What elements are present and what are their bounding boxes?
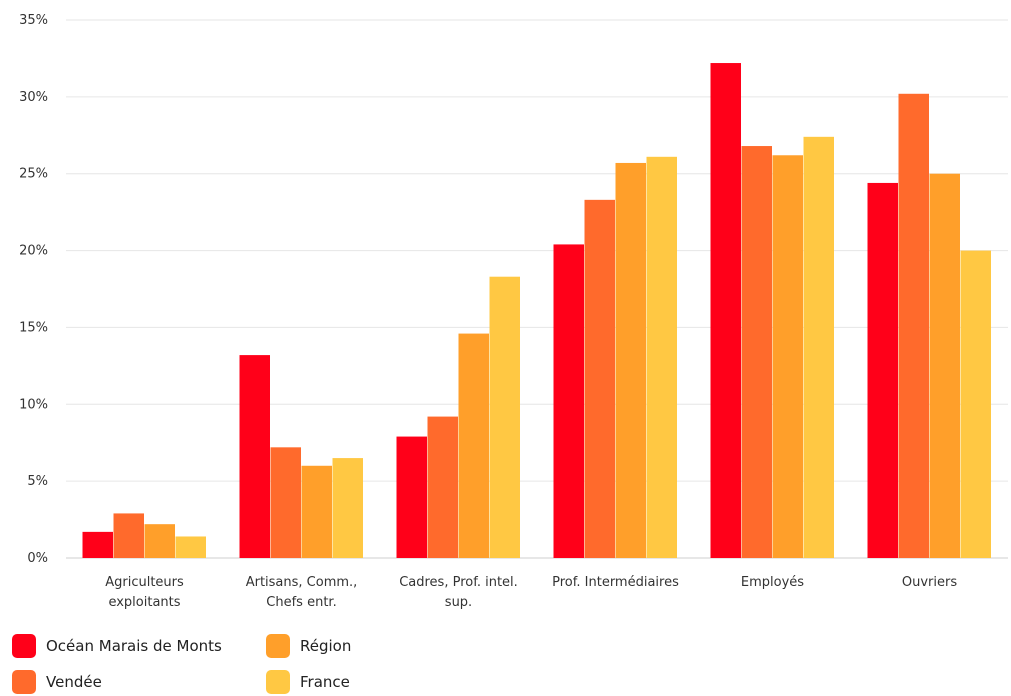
legend-swatch [266, 634, 290, 658]
bar[interactable] [898, 93, 930, 558]
legend-swatch [266, 670, 290, 694]
x-category-label: Cadres, Prof. intel. [399, 575, 518, 590]
y-tick-label: 25% [19, 167, 48, 182]
x-category-label: Chefs entr. [266, 595, 336, 610]
y-tick-label: 10% [19, 397, 48, 412]
bar[interactable] [270, 447, 302, 558]
y-tick-label: 0% [27, 551, 48, 566]
x-axis-categories: Agriculteurs exploitants Artisans, Comm., C… [105, 575, 957, 610]
y-gridlines [66, 19, 1008, 559]
legend-swatch [12, 634, 36, 658]
y-tick-label: 5% [27, 474, 48, 489]
legend-item-region[interactable]: Région [266, 632, 351, 660]
bar[interactable] [584, 199, 616, 559]
bar[interactable] [867, 182, 899, 559]
bar[interactable] [960, 250, 992, 559]
bar-series [82, 63, 992, 559]
legend-label: Vendée [46, 673, 102, 691]
bar[interactable] [489, 276, 521, 558]
legend: Océan Marais de Monts Vendée Région Fran… [0, 630, 420, 694]
bar[interactable] [741, 146, 773, 558]
legend-label: Océan Marais de Monts [46, 637, 222, 655]
bar[interactable] [427, 416, 459, 558]
x-category-label: sup. [445, 595, 472, 610]
bar[interactable] [396, 436, 428, 558]
bar[interactable] [239, 355, 271, 558]
x-category-label: Artisans, Comm., [246, 575, 358, 590]
legend-label: France [300, 673, 350, 691]
y-tick-label: 20% [19, 244, 48, 259]
bar[interactable] [553, 244, 585, 558]
bar[interactable] [301, 465, 333, 558]
bar[interactable] [615, 162, 647, 558]
bar[interactable] [458, 333, 490, 558]
x-category-label: exploitants [108, 595, 180, 610]
bar[interactable] [113, 513, 145, 558]
bar[interactable] [332, 458, 364, 558]
legend-swatch [12, 670, 36, 694]
x-category-label: Agriculteurs [105, 575, 184, 590]
bar[interactable] [175, 536, 207, 558]
bar[interactable] [144, 524, 176, 558]
y-tick-label: 35% [19, 13, 48, 28]
x-category-label: Prof. Intermédiaires [552, 575, 679, 590]
bar[interactable] [803, 136, 835, 558]
bar[interactable] [929, 173, 961, 558]
legend-item-france[interactable]: France [266, 668, 350, 696]
legend-label: Région [300, 637, 352, 655]
bar[interactable] [646, 156, 678, 558]
y-tick-label: 15% [19, 320, 48, 335]
bar[interactable] [710, 63, 742, 558]
bar[interactable] [82, 531, 114, 558]
bar[interactable] [772, 155, 804, 559]
y-axis-ticks: 0% 5% 10% 15% 20% 25% 30% 35% [19, 13, 48, 566]
legend-item-ocean-marais-de-monts[interactable]: Océan Marais de Monts [12, 632, 222, 660]
x-category-label: Ouvriers [902, 575, 957, 590]
x-category-label: Employés [741, 575, 804, 590]
y-tick-label: 30% [19, 90, 48, 105]
legend-item-vendee[interactable]: Vendée [12, 668, 102, 696]
